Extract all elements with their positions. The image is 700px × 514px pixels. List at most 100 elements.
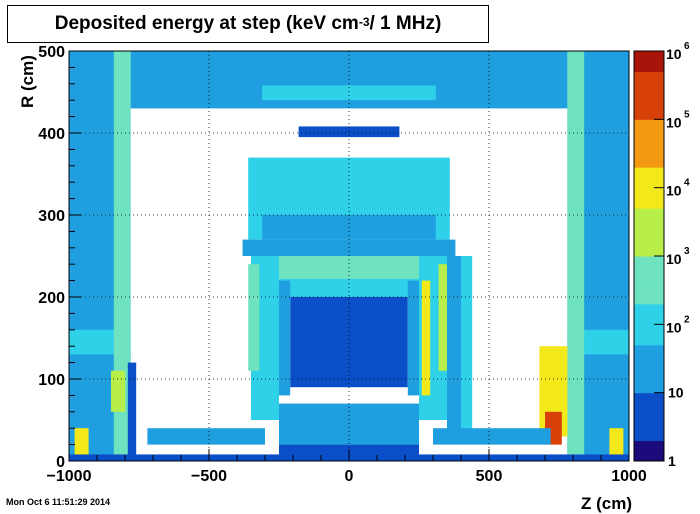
- colorbar-segment: [634, 262, 664, 271]
- colorbar-segment: [634, 64, 664, 72]
- x-axis-label: Z (cm): [581, 494, 632, 513]
- colorbar-segment: [634, 187, 664, 195]
- colorbar-segment: [634, 51, 664, 59]
- colorbar-segment: [634, 139, 664, 148]
- colorbar-segment: [634, 133, 664, 141]
- y-tick-label: 0: [56, 454, 65, 471]
- heatmap-region-31: [147, 428, 265, 445]
- colorbar-segment: [634, 201, 664, 209]
- colorbar-segment: [634, 440, 664, 448]
- colorbar-tick-label: 10: [668, 385, 684, 401]
- colorbar-segment: [634, 167, 664, 175]
- colorbar-segment: [634, 317, 664, 325]
- colorbar-segment: [634, 242, 664, 250]
- colorbar-segment: [634, 303, 664, 312]
- heatmap-region-18: [248, 264, 260, 371]
- heatmap-region-15: [407, 280, 419, 396]
- colorbar-segment: [634, 399, 664, 407]
- colorbar-segment: [634, 249, 664, 257]
- colorbar-segment: [634, 71, 664, 79]
- colorbar-segment: [634, 174, 664, 182]
- colorbar-segment: [634, 85, 664, 93]
- x-tick-label: 0: [345, 468, 354, 485]
- heatmap-region-20: [421, 280, 431, 396]
- colorbar-segment: [634, 57, 664, 66]
- timestamp: Mon Oct 6 11:51:29 2014: [6, 497, 111, 507]
- y-tick-label: 200: [38, 290, 65, 307]
- heatmap-region-26: [111, 370, 125, 412]
- heatmap-region-13: [290, 297, 408, 388]
- colorbar-tick-label: 10 6: [666, 41, 690, 62]
- colorbar-segment: [634, 413, 664, 421]
- colorbar-segment: [634, 160, 664, 168]
- colorbar-segment: [634, 180, 664, 189]
- colorbar-segment: [634, 447, 664, 455]
- x-tick-label: 1000: [611, 468, 647, 485]
- colorbar-segment: [634, 153, 664, 161]
- colorbar-segment: [634, 454, 664, 462]
- title-tail: / 1 MHz): [369, 13, 442, 34]
- colorbar-tick-base: 10: [666, 114, 682, 130]
- colorbar-segment: [634, 276, 664, 284]
- colorbar-tick-base: 10: [666, 183, 682, 199]
- heatmap-region-21: [447, 256, 461, 437]
- heatmap-region-24: [567, 51, 585, 461]
- colorbar-segment: [634, 379, 664, 387]
- colorbar-segment: [634, 126, 664, 134]
- colorbar-segment: [634, 146, 664, 154]
- colorbar-segment: [634, 420, 664, 428]
- colorbar-tick-label: 10 5: [666, 109, 690, 130]
- colorbar-segment: [634, 208, 664, 216]
- colorbar-segment: [634, 215, 664, 223]
- y-tick-label: 100: [38, 372, 65, 389]
- colorbar-segment: [634, 331, 664, 339]
- colorbar-segment: [634, 235, 664, 243]
- heatmap-region-23: [113, 51, 131, 461]
- heatmap-region-33: [279, 403, 419, 445]
- grid-lines: [69, 51, 629, 461]
- colorbar-segment: [634, 433, 664, 441]
- colorbar-segment: [634, 344, 664, 353]
- y-tick-label: 300: [38, 208, 65, 225]
- colorbar-tick-exponent: 5: [684, 109, 690, 120]
- colorbar-segment: [634, 358, 664, 366]
- colorbar-segment: [634, 269, 664, 277]
- colorbar-segment: [634, 372, 664, 380]
- colorbar-segment: [634, 105, 664, 113]
- heatmap-region-14: [279, 280, 291, 396]
- colorbar-segment: [634, 256, 664, 264]
- heatmap-region-11: [253, 256, 445, 281]
- x-tick-label: −1000: [47, 468, 92, 485]
- colorbar-tick-exponent: 6: [684, 41, 690, 52]
- colorbar-segment: [634, 392, 664, 400]
- heatmap-region-27: [74, 428, 89, 461]
- heatmap-region-28: [609, 428, 624, 461]
- colorbar-segment: [634, 385, 664, 394]
- colorbar-segment: [634, 221, 664, 230]
- y-axis-label: R (cm): [18, 55, 37, 108]
- colorbar-segment: [634, 78, 664, 86]
- title-main: Deposited energy at step (keV cm: [54, 13, 359, 34]
- colorbar-tick-base: 10: [666, 319, 682, 335]
- colorbar-segment: [634, 112, 664, 120]
- heatmap-cells: [69, 51, 629, 461]
- heatmap-region-25: [127, 362, 137, 461]
- heatmap-region-7: [262, 85, 436, 101]
- colorbar-tick-base: 10: [666, 46, 682, 62]
- colorbar-segment: [634, 119, 664, 127]
- colorbar-segment: [634, 283, 664, 291]
- colorbar-tick-exponent: 2: [684, 314, 690, 325]
- chart-title: Deposited energy at step (keV cm -3 / 1 M…: [7, 5, 489, 43]
- colorbar-segment: [634, 426, 664, 435]
- colorbar-segment: [634, 338, 664, 346]
- y-axis: 0 100 200 300 400 500: [38, 44, 81, 471]
- x-tick-label: 500: [476, 468, 503, 485]
- colorbar-segment: [634, 98, 664, 107]
- x-axis: −1000 −500 0 500 1000: [47, 449, 647, 485]
- colorbar-segment: [634, 228, 664, 236]
- colorbar-segment: [634, 297, 664, 305]
- colorbar-tick-label: 10 3: [666, 246, 690, 267]
- heatmap-region-22: [461, 256, 473, 437]
